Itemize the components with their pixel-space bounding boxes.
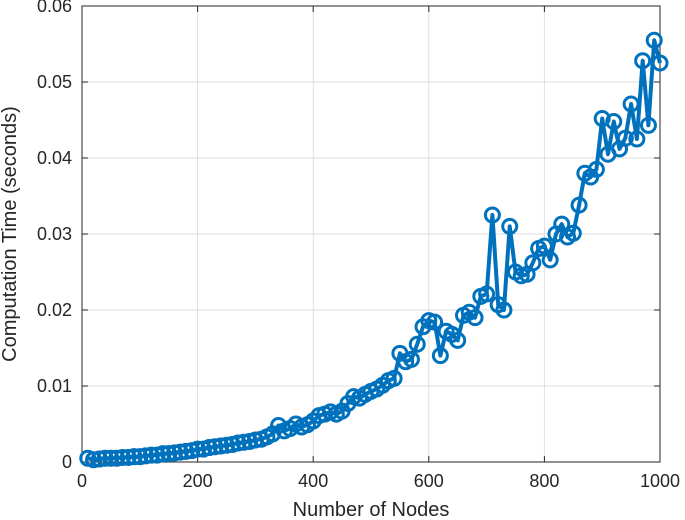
- y-tick-label: 0.04: [37, 148, 72, 168]
- data-point-marker: [645, 31, 663, 49]
- data-point-marker: [426, 313, 444, 331]
- data-point-marker: [125, 448, 143, 466]
- data-point-marker: [206, 438, 224, 456]
- data-point-marker: [628, 130, 646, 148]
- data-point-marker: [96, 449, 114, 467]
- data-point-marker: [408, 335, 426, 353]
- y-tick-label: 0.03: [37, 224, 72, 244]
- data-point-marker: [85, 451, 103, 469]
- data-point-marker: [200, 439, 218, 457]
- data-point-marker: [634, 52, 652, 70]
- data-point-marker: [535, 237, 553, 255]
- series: [79, 31, 669, 469]
- data-point-marker: [605, 113, 623, 131]
- data-point-marker: [131, 448, 149, 466]
- data-point-marker: [524, 254, 542, 272]
- data-point-marker: [501, 217, 519, 235]
- x-tick-label: 200: [183, 471, 213, 491]
- data-point-marker: [137, 447, 155, 465]
- data-point-marker: [431, 347, 449, 365]
- data-point-marker: [478, 285, 496, 303]
- y-tick-label: 0.06: [37, 0, 72, 16]
- y-axis-label: Computation Time (seconds): [0, 106, 21, 362]
- y-tick-label: 0.01: [37, 376, 72, 396]
- x-tick-label: 1000: [640, 471, 680, 491]
- data-point-marker: [177, 442, 195, 460]
- x-tick-label: 600: [414, 471, 444, 491]
- data-point-marker: [483, 206, 501, 224]
- data-point-marker: [165, 444, 183, 462]
- data-point-marker: [593, 109, 611, 127]
- data-point-marker: [229, 434, 247, 452]
- y-tick-label: 0.02: [37, 300, 72, 320]
- data-point-marker: [154, 445, 172, 463]
- data-point-marker: [651, 54, 669, 72]
- data-point-marker: [171, 443, 189, 461]
- data-point-marker: [616, 129, 634, 147]
- data-point-marker: [160, 445, 178, 463]
- data-point-marker: [246, 431, 264, 449]
- data-point-marker: [218, 436, 235, 454]
- data-point-marker: [385, 369, 403, 387]
- x-axis-label: Number of Nodes: [293, 499, 450, 520]
- data-point-marker: [639, 116, 657, 134]
- data-point-marker: [119, 448, 137, 466]
- data-point-marker: [622, 95, 640, 113]
- data-point-marker: [570, 196, 588, 214]
- data-point-marker: [564, 224, 582, 242]
- data-point-marker: [402, 350, 420, 368]
- data-point-marker: [449, 331, 467, 349]
- y-tick-label: 0: [62, 452, 72, 472]
- x-tick-label: 800: [529, 471, 559, 491]
- data-point-marker: [235, 433, 253, 451]
- data-point-marker: [495, 301, 513, 319]
- data-point-marker: [108, 449, 126, 467]
- data-point-marker: [90, 450, 108, 468]
- data-point-marker: [102, 449, 120, 467]
- data-point-marker: [142, 446, 160, 464]
- data-point-marker: [189, 440, 207, 458]
- data-point-marker: [212, 437, 230, 455]
- y-tick-label: 0.05: [37, 72, 72, 92]
- data-point-marker: [113, 448, 131, 466]
- ticks: 0 200 400 600 800 1000 0 0.01 0.02 0.03 0.04 0.05 0.…: [37, 0, 680, 491]
- data-point-marker: [587, 160, 605, 178]
- data-point-marker: [466, 309, 484, 327]
- x-tick-label: 400: [298, 471, 328, 491]
- x-tick-label: 0: [77, 471, 87, 491]
- data-point-marker: [541, 251, 559, 269]
